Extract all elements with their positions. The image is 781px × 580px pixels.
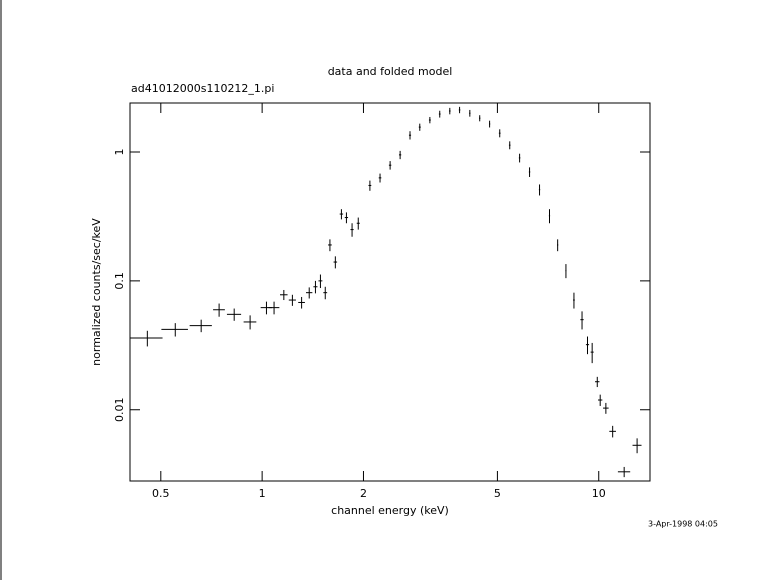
y-tick-label: 0.01 bbox=[113, 398, 126, 423]
x-tick-label: 10 bbox=[592, 487, 606, 500]
y-tick-label: 0.1 bbox=[113, 272, 126, 290]
x-tick-label: 2 bbox=[360, 487, 367, 500]
footer-date: 3-Apr-1998 04:05 bbox=[648, 520, 718, 529]
chart-subtitle: ad41012000s110212_1.pi bbox=[131, 82, 274, 95]
x-tick-label: 1 bbox=[259, 487, 266, 500]
y-tick-label: 1 bbox=[113, 149, 126, 156]
x-axis-label: channel energy (keV) bbox=[331, 504, 449, 517]
x-tick-label: 5 bbox=[494, 487, 501, 500]
x-tick-label: 0.5 bbox=[152, 487, 170, 500]
chart-title: data and folded model bbox=[328, 65, 453, 78]
plot-frame bbox=[129, 102, 651, 482]
y-axis-label: normalized counts/sec/keV bbox=[90, 218, 103, 366]
